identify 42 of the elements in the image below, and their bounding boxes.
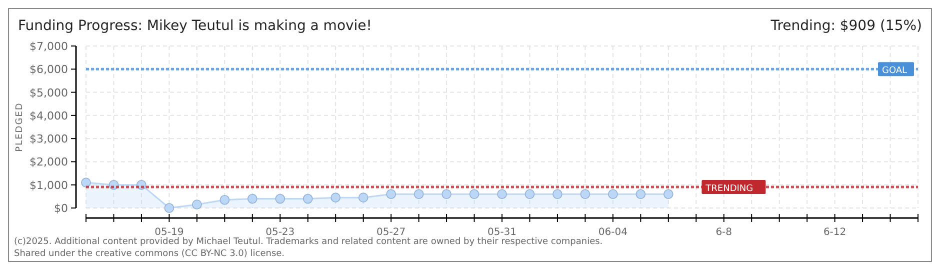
text: (c)2025. Additional content provided by Michael Teutul. Trademarks and related content are owned by their respective companies. xyxy=(14,237,603,247)
y-tick-label: $6,000 xyxy=(30,63,68,76)
y-axis-title: PLEDGED xyxy=(15,102,25,152)
point xyxy=(192,200,202,210)
point xyxy=(552,189,562,200)
x-tick-label: 05-23 xyxy=(266,227,295,238)
point xyxy=(636,189,646,200)
point xyxy=(497,189,507,200)
chart-title: Funding Progress: Mikey Teutul is making a movie! xyxy=(18,18,372,34)
point xyxy=(664,189,674,200)
y-tick-label: $1,000 xyxy=(30,178,68,192)
y-tick-label: $0 xyxy=(54,202,68,215)
point xyxy=(524,189,535,200)
point xyxy=(442,189,452,200)
y-tick-label: $2,000 xyxy=(30,156,68,169)
point xyxy=(248,194,258,204)
point xyxy=(81,178,91,188)
y-tick-label: $5,000 xyxy=(30,86,68,100)
y-tick-label: $3,000 xyxy=(30,132,68,146)
text: Shared under the creative commons (CC BY-NC 3.0) license. xyxy=(14,249,285,259)
point xyxy=(220,195,230,205)
x-tick-label: 05-19 xyxy=(154,227,184,238)
point xyxy=(414,189,424,200)
point xyxy=(302,194,313,204)
x-tick-label: 06-04 xyxy=(598,227,628,238)
ref-line-label: TRENDING xyxy=(704,184,754,194)
point xyxy=(164,203,174,213)
point xyxy=(386,189,396,200)
point xyxy=(330,192,340,202)
x-tick-label: 6-8 xyxy=(716,227,732,238)
point xyxy=(469,189,480,200)
x-tick-label: 6-12 xyxy=(823,227,846,238)
y-tick-label: $4,000 xyxy=(30,109,68,122)
y-tick-label: $7,000 xyxy=(30,40,68,53)
ref-line-label: GOAL xyxy=(882,66,908,76)
chart-subtitle: Trending: $909 (15%) xyxy=(770,18,922,34)
x-tick-label: 05-27 xyxy=(376,227,406,238)
point xyxy=(608,189,618,200)
point xyxy=(358,192,368,202)
point xyxy=(580,189,590,200)
point xyxy=(275,194,286,204)
x-tick-label: 05-31 xyxy=(487,227,517,238)
